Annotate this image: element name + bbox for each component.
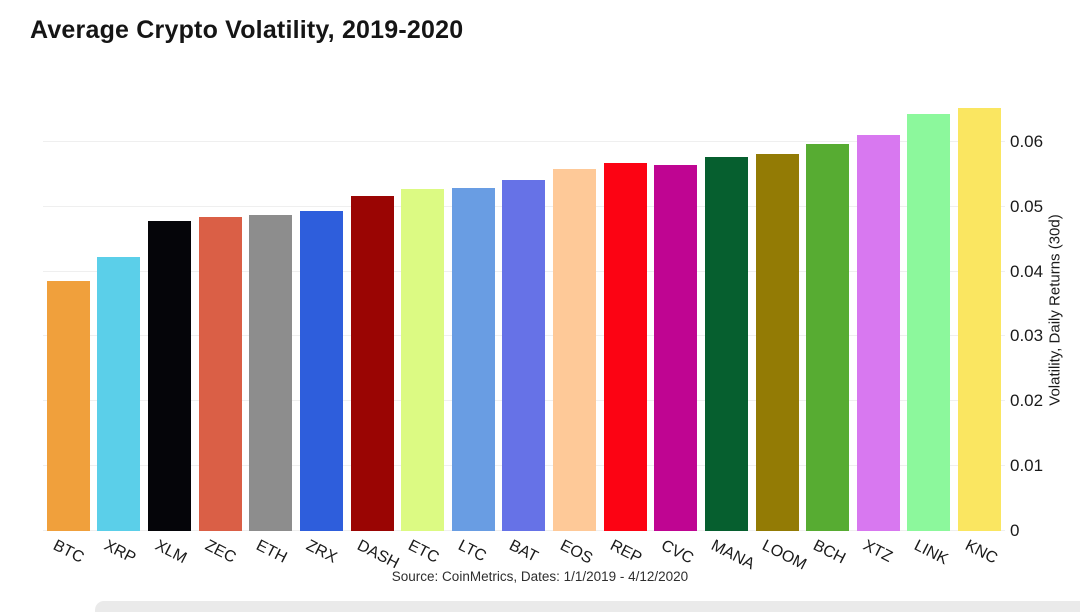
bar-dash xyxy=(350,195,394,531)
bar-cell: XRP xyxy=(94,90,145,567)
x-tick-label-xlm: XLM xyxy=(151,537,189,568)
bar-cell: CVC xyxy=(651,90,702,567)
bar-zec xyxy=(198,217,242,531)
y-axis: 0 0.01 0.02 0.03 0.04 0.05 0.06 xyxy=(1010,0,1080,612)
bar-cell: BCH xyxy=(802,90,853,567)
x-tick-label-btc: BTC xyxy=(50,537,87,567)
y-tick-label: 0.03 xyxy=(1010,326,1044,346)
y-tick-label: 0.05 xyxy=(1010,196,1044,216)
bar-cell: LOOM xyxy=(752,90,809,574)
x-tick-label-zec: ZEC xyxy=(202,537,239,567)
bar-cell: LINK xyxy=(904,90,955,568)
bar-cell: ZRX xyxy=(296,90,347,567)
x-tick-label-rep: REP xyxy=(607,537,645,568)
x-tick-label-xrp: XRP xyxy=(101,537,139,568)
x-tick-label-bch: BCH xyxy=(809,537,848,568)
bar-xrp xyxy=(97,256,141,531)
bar-zrx xyxy=(299,210,343,531)
x-tick-label-knc: KNC xyxy=(961,537,1000,568)
bar-cvc xyxy=(654,164,698,531)
x-tick-label-zrx: ZRX xyxy=(303,537,340,567)
bar-cell: REP xyxy=(600,90,651,567)
y-tick-label: 0.04 xyxy=(1010,261,1044,281)
bar-cell: ETC xyxy=(397,90,448,567)
bar-etc xyxy=(401,189,445,531)
bar-cell: MANA xyxy=(701,90,758,573)
x-tick-label-eos: EOS xyxy=(556,537,595,568)
bar-cell: KNC xyxy=(954,90,1005,567)
bar-eos xyxy=(553,169,597,531)
bars: BTC XRP XLM ZEC ETH ZRX DASH ETC LTC BAT EOS REP CVC… xyxy=(43,90,1005,574)
x-tick-label-xtz: XTZ xyxy=(860,537,896,566)
chart-title: Average Crypto Volatility, 2019-2020 xyxy=(30,16,464,44)
x-tick-label-cvc: CVC xyxy=(658,537,696,568)
bar-cell: DASH xyxy=(347,90,402,572)
y-tick-label: 0.06 xyxy=(1010,131,1044,151)
bar-bat xyxy=(502,180,546,531)
y-axis-title: Volatility, Daily Returns (30d) xyxy=(1046,214,1064,406)
plot-area: BTC XRP XLM ZEC ETH ZRX DASH ETC LTC BAT EOS REP CVC… xyxy=(43,90,1005,574)
bar-cell: EOS xyxy=(549,90,600,567)
x-tick-label-etc: ETC xyxy=(404,537,442,567)
bar-knc xyxy=(958,108,1002,531)
x-tick-label-dash: DASH xyxy=(354,537,402,573)
bar-bch xyxy=(806,143,850,531)
bar-cell: XLM xyxy=(144,90,195,567)
bar-mana xyxy=(704,156,748,531)
y-tick-label: 0.01 xyxy=(1010,456,1044,476)
x-tick-label-eth: ETH xyxy=(253,537,290,567)
x-tick-label-ltc: LTC xyxy=(455,537,490,566)
source-note: Source: CoinMetrics, Dates: 1/1/2019 - 4… xyxy=(391,569,689,584)
gridline xyxy=(43,140,1005,142)
bar-cell: XTZ xyxy=(853,90,904,566)
x-tick-label-bat: BAT xyxy=(506,537,541,566)
bar-xtz xyxy=(856,134,900,531)
bar-cell: BTC xyxy=(43,90,94,567)
bar-cell: ETH xyxy=(246,90,297,567)
bar-eth xyxy=(249,215,293,531)
bar-ltc xyxy=(451,187,495,531)
bar-rep xyxy=(603,163,647,531)
bottom-divider xyxy=(95,601,1080,612)
y-tick-label: 0 xyxy=(1010,521,1020,540)
bar-cell: ZEC xyxy=(195,90,246,567)
bar-link xyxy=(907,114,951,531)
bar-loom xyxy=(755,153,799,531)
x-tick-label-link: LINK xyxy=(911,537,951,569)
bar-btc xyxy=(46,280,90,531)
bar-cell: LTC xyxy=(448,90,499,565)
bar-xlm xyxy=(148,221,192,531)
y-tick-label: 0.02 xyxy=(1010,391,1044,411)
bar-cell: BAT xyxy=(499,90,550,566)
